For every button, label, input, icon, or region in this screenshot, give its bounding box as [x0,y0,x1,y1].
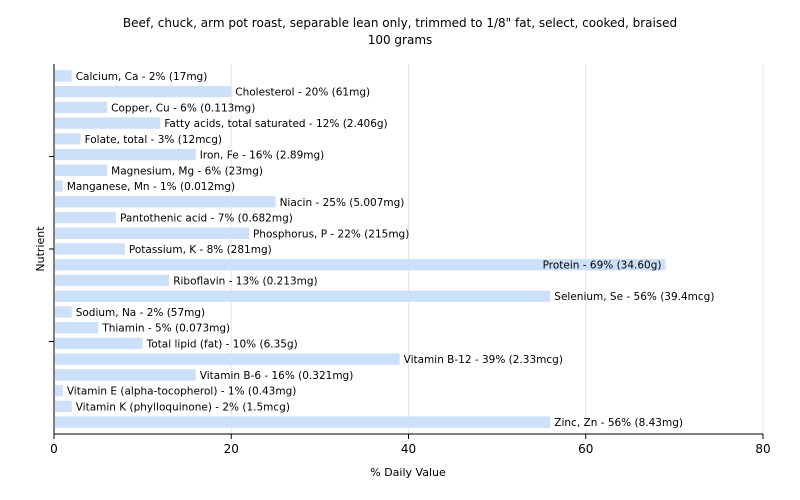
bar [55,322,99,334]
bar-label: Phosphorus, P - 22% (215mg) [253,228,409,240]
bar-label: Iron, Fe - 16% (2.89mg) [200,150,324,162]
bar-label: Fatty acids, total saturated - 12% (2.40… [164,118,387,130]
y-axis-title: Nutrient [34,226,47,272]
grid-lines [230,64,764,434]
bar-label: Calcium, Ca - 2% (17mg) [76,71,208,83]
bar [55,227,249,239]
bar [55,274,170,287]
bar-label: Manganese, Mn - 1% (0.012mg) [67,181,235,193]
bar [55,148,196,161]
bar-label: Vitamin B-12 - 39% (2.33mcg) [404,354,563,366]
bar-label: Protein - 69% (34.60g) [543,260,662,272]
bar-label: Vitamin K (phylloquinone) - 2% (1.5mcg) [76,401,290,413]
bar-label: Copper, Cu - 6% (0.113mg) [111,102,255,114]
bar [55,117,161,129]
bar-label: Niacin - 25% (5.007mg) [280,197,405,209]
bars [55,70,666,428]
bar-label: Vitamin E (alpha-tocopherol) - 1% (0.43m… [67,386,296,398]
bar [55,369,196,381]
bar-label: Cholesterol - 20% (61mg) [235,87,370,99]
x-tick-label: 20 [224,442,239,456]
bar [55,400,72,413]
bar-label: Folate, total - 3% (12mcg) [85,134,222,146]
bar-label: Riboflavin - 13% (0.213mg) [173,275,317,287]
bar [55,290,551,302]
plot-area: Calcium, Ca - 2% (17mg) Cholesterol - 20%… [49,64,771,456]
bar-label: Pantothenic acid - 7% (0.682mg) [120,213,293,225]
chart-title: Beef, chuck, arm pot roast, separable le… [123,16,677,30]
bar [55,133,81,145]
bar-label: Potassium, K - 8% (281mg) [129,244,272,256]
x-tick-label: 0 [50,442,58,456]
bar [55,211,117,224]
bar [55,70,72,82]
bar [55,384,63,397]
bar-label: Selenium, Se - 56% (39.4mcg) [554,291,714,303]
bar [55,416,551,428]
x-tick-label: 40 [401,442,416,456]
bar-labels: Calcium, Ca - 2% (17mg) Cholesterol - 20%… [67,71,715,429]
x-tick-label: 60 [578,442,593,456]
x-axis-title: % Daily Value [370,466,446,479]
bar [55,353,400,365]
x-tick-label: 80 [755,442,770,456]
bar [55,101,108,114]
bar [55,337,143,350]
chart-subtitle: 100 grams [368,33,433,47]
x-axis-ticks: 0 20 40 60 80 [50,434,771,456]
bar [55,243,125,255]
bar [55,259,666,271]
bar-label: Total lipid (fat) - 10% (6.35g) [146,338,298,350]
bar [55,196,276,208]
bar-label: Sodium, Na - 2% (57mg) [76,307,205,319]
bar [55,306,72,318]
y-axis-ticks [49,156,54,342]
bar [55,164,108,176]
bar [55,85,232,98]
bar [55,180,63,192]
bar-label: Thiamin - 5% (0.073mg) [101,323,230,335]
bar-label: Magnesium, Mg - 6% (23mg) [111,165,263,177]
bar-label: Vitamin B-6 - 16% (0.321mg) [200,370,354,382]
bar-label: Zinc, Zn - 56% (8.43mg) [554,417,683,429]
